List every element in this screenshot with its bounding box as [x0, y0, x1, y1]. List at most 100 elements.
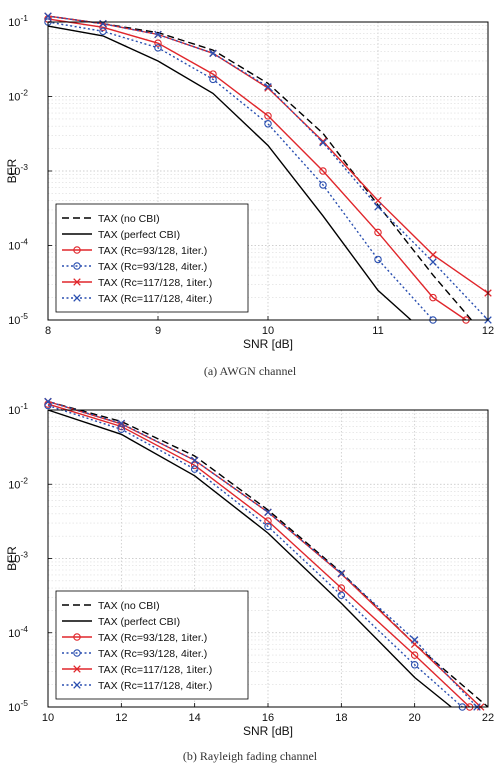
x-tick-label: 12 — [115, 712, 127, 724]
y-tick-label: 10-1 — [8, 401, 28, 417]
series-point-2 — [319, 167, 327, 175]
legend-marker-4 — [73, 278, 81, 286]
x-tick-label: 22 — [482, 712, 494, 724]
legend-marker-4 — [73, 665, 81, 673]
legend-box — [55, 590, 249, 700]
x-tick-label: 8 — [45, 325, 51, 337]
x-tick-label: 16 — [262, 712, 274, 724]
legend-label-3: TAX (Rc=93/128, 4iter.) — [98, 648, 207, 660]
y-tick-label: 10-2 — [8, 88, 28, 104]
series-point-2 — [337, 584, 346, 592]
series-point-3 — [190, 465, 199, 473]
series-point-5 — [99, 19, 107, 28]
series-point-5 — [190, 456, 199, 465]
series-line-3 — [47, 404, 463, 708]
series-point-3 — [99, 27, 107, 36]
legend-label-1: TAX (perfect CBI) — [98, 229, 180, 241]
series-point-5 — [209, 49, 217, 58]
series-point-5 — [429, 258, 437, 266]
series-point-3 — [154, 44, 162, 52]
series-point-2 — [264, 112, 272, 120]
series-point-5 — [410, 636, 419, 644]
series-point-5 — [374, 203, 382, 211]
series-line-1 — [47, 25, 412, 321]
series-point-3 — [117, 425, 126, 434]
chart-rayleigh: 10 12 14 16 18 20 22 10-1 10-2 10-3 10-4 10-5 SNR [d… — [5, 397, 494, 738]
series-line-2 — [47, 18, 467, 321]
y-axis-label: BER — [5, 546, 19, 571]
series-line-1 — [47, 409, 452, 708]
series-line-0 — [47, 400, 489, 708]
y-tick-label: 10-3 — [8, 162, 28, 178]
series-point-4 — [319, 137, 327, 146]
series-point-3 — [374, 255, 382, 264]
y-axis-label: BER — [5, 158, 19, 183]
y-tick-label: 10-4 — [8, 237, 28, 253]
legend-label-5: TAX (Rc=117/128, 4iter.) — [98, 293, 212, 305]
series-line-0 — [47, 15, 473, 321]
y-tick-label: 10-3 — [8, 550, 28, 566]
legend-label-1: TAX (perfect CBI) — [98, 616, 180, 628]
caption-awgn: (a) AWGN channel — [204, 364, 297, 378]
x-axis-label: SNR [dB] — [243, 724, 293, 738]
x-tick-label: 10 — [42, 712, 54, 724]
series-point-3 — [264, 120, 272, 128]
y-tick-label: 10-4 — [8, 624, 28, 640]
series-point-5 — [319, 138, 327, 147]
series-point-5 — [264, 508, 272, 516]
series-point-5 — [44, 397, 52, 406]
series-point-2 — [374, 228, 382, 237]
series-point-3 — [410, 661, 419, 669]
legend-label-4: TAX (Rc=117/128, 1iter.) — [98, 277, 212, 289]
caption-rayleigh: (b) Rayleigh fading channel — [183, 749, 318, 763]
series-point-4 — [264, 84, 272, 92]
series-point-2 — [190, 461, 199, 470]
x-tick-label: 9 — [155, 325, 161, 337]
series-point-2 — [264, 517, 272, 525]
legend-label-0: TAX (no CBI) — [98, 213, 160, 225]
series-point-2 — [209, 70, 217, 78]
series-point-3 — [209, 75, 217, 84]
legend: TAX (no CBI) TAX (perfect CBI) TAX (Rc=93/… — [55, 203, 249, 313]
legend-label-3: TAX (Rc=93/128, 4iter.) — [98, 261, 207, 273]
series-group — [44, 397, 489, 711]
series-point-2 — [154, 39, 162, 47]
legend-marker-3 — [73, 262, 81, 270]
x-axis-label: SNR [dB] — [243, 337, 293, 351]
x-tick-label: 10 — [262, 325, 274, 337]
series-point-5 — [264, 83, 272, 91]
series-point-4 — [374, 196, 382, 205]
y-tick-label: 10-5 — [8, 698, 28, 714]
series-group — [44, 12, 492, 324]
series-point-5 — [44, 12, 52, 20]
legend-marker-3 — [73, 649, 81, 657]
legend-label-0: TAX (no CBI) — [98, 600, 160, 612]
legend-label-5: TAX (Rc=117/128, 4iter.) — [98, 680, 212, 692]
legend-box — [55, 203, 249, 313]
x-tick-label: 18 — [335, 712, 347, 724]
series-point-5 — [337, 569, 346, 578]
legend-label-2: TAX (Rc=93/128, 1iter.) — [98, 245, 207, 257]
series-point-2 — [429, 293, 437, 302]
legend-marker-2 — [73, 633, 81, 641]
legend-label-2: TAX (Rc=93/128, 1iter.) — [98, 632, 207, 644]
y-tick-label: 10-1 — [8, 13, 28, 29]
chart-awgn: 8 9 10 11 12 10-1 10-2 10-3 10-4 10-5 SNR [dB] BER T… — [5, 12, 494, 351]
x-tick-label: 20 — [409, 712, 421, 724]
series-point-5 — [117, 419, 126, 428]
series-point-3 — [337, 591, 346, 599]
x-tick-label: 12 — [482, 325, 494, 337]
series-point-5 — [154, 30, 162, 39]
legend: TAX (no CBI) TAX (perfect CBI) TAX (Rc=93/… — [55, 590, 249, 700]
y-tick-label: 10-2 — [8, 475, 28, 491]
legend-marker-5 — [73, 681, 81, 689]
x-tick-label: 11 — [372, 325, 383, 337]
series-point-4 — [429, 251, 437, 259]
x-tick-label: 14 — [189, 712, 201, 724]
series-line-3 — [47, 21, 434, 321]
series-point-3 — [264, 522, 272, 531]
legend-marker-2 — [73, 246, 81, 254]
series-point-2 — [410, 651, 419, 659]
series-point-3 — [319, 181, 327, 189]
